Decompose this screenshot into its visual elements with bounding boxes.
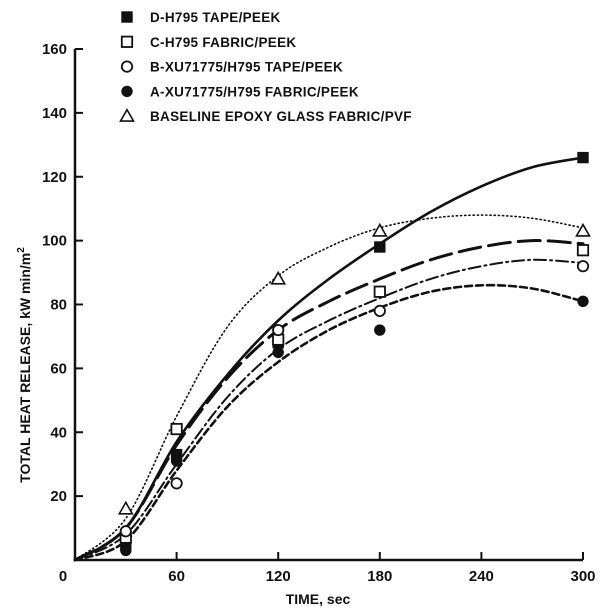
legend-label-3: B-XU71775/H795 TAPE/PEEK [150, 60, 343, 75]
data-point-series-5 [270, 270, 287, 285]
y-tick-label: 40 [50, 424, 67, 441]
data-point-series-2 [373, 285, 386, 298]
data-point-series-2 [170, 422, 183, 436]
series-line-4 [73, 283, 585, 562]
series-line-1 [73, 156, 585, 562]
y-tick-label: 100 [42, 233, 67, 250]
data-point-series-5 [575, 222, 591, 237]
tick-labels: 20 40 60 80 100 120 140 160 0 60 120 180 240 300 [42, 41, 596, 585]
data-point-series-3 [170, 477, 183, 490]
x-tick-label: 120 [266, 568, 291, 585]
data-point-series-1 [374, 241, 386, 253]
y-axis-label: TOTAL HEAT RELEASE, kW min/m2 [16, 247, 33, 483]
data-point-series-4 [170, 455, 183, 467]
legend-label-5: BASELINE EPOXY GLASS FABRIC/PVF [150, 109, 412, 124]
data-point-series-2 [576, 244, 590, 257]
legend-marker-5 [119, 108, 135, 122]
data-point-series-4 [272, 346, 284, 359]
x-tick-label: 300 [570, 568, 595, 585]
y-axis-label-main: TOTAL HEAT RELEASE, kW min/m [17, 253, 33, 483]
axes [73, 48, 584, 562]
series-curves [73, 156, 585, 562]
data-point-series-4 [577, 295, 589, 308]
x-tick-label: 180 [367, 568, 392, 585]
data-point-series-5 [371, 222, 388, 237]
y-axis-label-group: TOTAL HEAT RELEASE, kW min/m2 [16, 247, 33, 483]
data-markers [117, 151, 591, 557]
x-tick-label: 60 [168, 568, 185, 585]
y-tick-label: 60 [50, 360, 67, 377]
data-point-series-3 [373, 304, 386, 317]
series-line-2 [73, 239, 585, 562]
y-tick-label: 80 [50, 297, 67, 314]
data-point-series-5 [117, 500, 134, 515]
data-point-series-3 [119, 525, 132, 538]
x-tick-label: 240 [469, 568, 494, 585]
y-tick-label: 120 [42, 169, 67, 186]
y-tick-label: 140 [42, 105, 67, 122]
data-point-series-3 [272, 323, 285, 337]
origin-tick-label: 0 [59, 568, 67, 585]
legend-marker-2 [120, 35, 134, 48]
legend-marker-3 [120, 60, 134, 73]
series-line-5 [74, 214, 584, 561]
data-point-series-1 [577, 151, 589, 164]
x-axis-label: TIME, sec [286, 591, 351, 607]
data-point-series-3 [576, 260, 590, 273]
legend-marker-1 [121, 11, 133, 23]
data-point-series-4 [374, 324, 386, 336]
data-point-series-4 [120, 544, 132, 557]
y-tick-label: 160 [42, 41, 67, 58]
series-line-3 [74, 258, 584, 561]
y-tick-label: 20 [50, 488, 67, 505]
legend: D-H795 TAPE/PEEK C-H795 FABRIC/PEEK B-XU71… [119, 10, 412, 124]
legend-label-4: A-XU71775/H795 FABRIC/PEEK [150, 84, 359, 99]
legend-label-1: D-H795 TAPE/PEEK [150, 10, 281, 25]
legend-marker-4 [121, 85, 133, 98]
y-axis-label-superscript: 2 [16, 247, 27, 253]
legend-label-2: C-H795 FABRIC/PEEK [150, 35, 296, 50]
